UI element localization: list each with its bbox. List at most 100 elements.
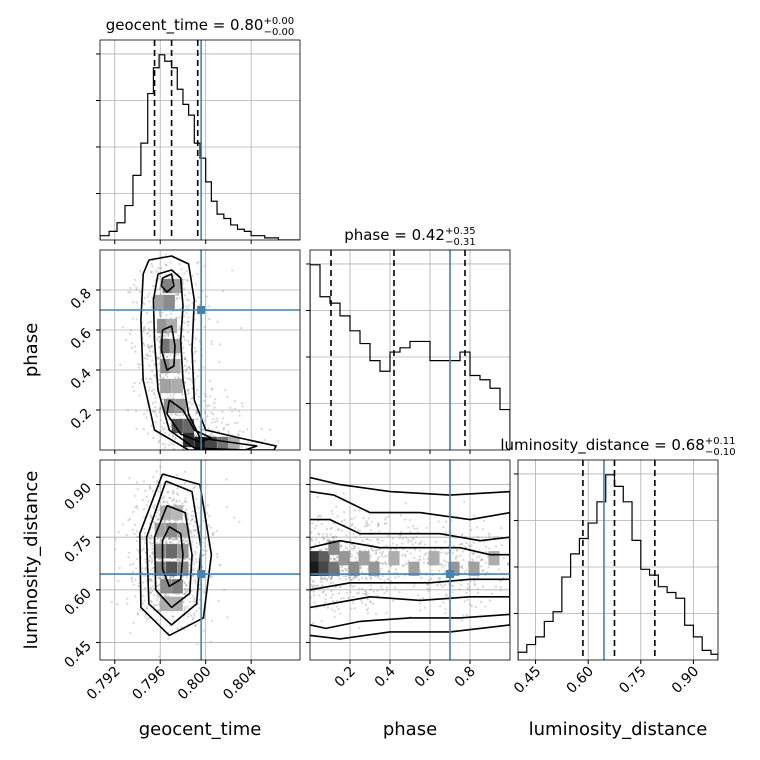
scatter-point bbox=[203, 419, 207, 422]
scatter-point bbox=[154, 521, 157, 524]
scatter-point bbox=[134, 278, 137, 282]
scatter-point bbox=[193, 454, 195, 456]
scatter-point bbox=[375, 549, 378, 552]
scatter-point bbox=[197, 466, 199, 468]
scatter-point bbox=[464, 568, 468, 572]
x-tick-label: 0.800 bbox=[175, 664, 215, 704]
scatter-point bbox=[209, 433, 212, 436]
scatter-point bbox=[184, 536, 187, 540]
x-tick-label: 0.45 bbox=[511, 664, 544, 697]
scatter-point bbox=[308, 519, 310, 521]
scatter-point bbox=[136, 504, 139, 508]
scatter-point bbox=[167, 333, 170, 336]
scatter-point bbox=[324, 593, 328, 596]
scatter-point bbox=[160, 454, 162, 456]
scatter-point bbox=[195, 409, 198, 413]
scatter-point bbox=[474, 605, 477, 609]
scatter-point bbox=[323, 576, 327, 579]
scatter-point bbox=[159, 373, 162, 376]
scatter-point bbox=[335, 600, 338, 603]
scatter-point bbox=[507, 563, 510, 566]
scatter-point bbox=[136, 363, 140, 366]
scatter-point bbox=[507, 562, 510, 565]
scatter-point bbox=[194, 552, 197, 555]
scatter-point bbox=[366, 598, 369, 601]
scatter-point bbox=[202, 428, 205, 431]
scatter-point bbox=[483, 519, 486, 523]
scatter-point bbox=[361, 601, 364, 604]
contour-line bbox=[161, 526, 184, 588]
scatter-point bbox=[146, 355, 149, 358]
scatter-point bbox=[215, 485, 217, 487]
scatter-point bbox=[471, 558, 474, 561]
scatter-point bbox=[476, 587, 480, 591]
scatter-point bbox=[155, 329, 158, 332]
density-cell bbox=[183, 418, 195, 434]
scatter-point bbox=[150, 262, 153, 266]
scatter-point bbox=[136, 507, 139, 510]
scatter-point bbox=[208, 305, 211, 308]
scatter-point bbox=[151, 526, 154, 529]
scatter-point bbox=[320, 578, 323, 581]
scatter-point bbox=[317, 549, 321, 552]
x-tick-label: 0.2 bbox=[332, 664, 359, 691]
scatter-point bbox=[155, 604, 158, 607]
density-cell bbox=[166, 544, 178, 559]
scatter-point bbox=[140, 535, 143, 538]
scatter-point bbox=[385, 554, 388, 558]
scatter-point bbox=[158, 313, 161, 316]
scatter-point bbox=[176, 558, 179, 562]
scatter-point bbox=[360, 576, 363, 580]
density-cell bbox=[177, 523, 189, 538]
scatter-point bbox=[212, 418, 215, 421]
scatter-point bbox=[198, 241, 200, 243]
y-tick-label: 0.75 bbox=[61, 533, 94, 566]
scatter-point bbox=[352, 533, 355, 536]
x-tick-label: 0.804 bbox=[220, 663, 260, 703]
scatter-point bbox=[289, 557, 291, 559]
scatter-point bbox=[332, 557, 335, 560]
scatter-point bbox=[332, 521, 335, 524]
scatter-point bbox=[445, 594, 448, 597]
scatter-point bbox=[227, 423, 230, 426]
scatter-point bbox=[145, 416, 148, 419]
scatter-point bbox=[473, 583, 477, 587]
scatter-point bbox=[353, 508, 356, 512]
scatter-point bbox=[136, 548, 139, 552]
scatter-point bbox=[365, 520, 368, 523]
scatter-point bbox=[340, 566, 343, 569]
scatter-point bbox=[141, 538, 144, 541]
scatter-point bbox=[139, 609, 142, 612]
scatter-point bbox=[151, 552, 154, 555]
scatter-point bbox=[152, 284, 155, 287]
scatter-point bbox=[157, 514, 161, 517]
scatter-point bbox=[148, 350, 152, 353]
scatter-point bbox=[401, 554, 404, 557]
scatter-point bbox=[437, 577, 440, 580]
scatter-point bbox=[185, 368, 188, 372]
scatter-point bbox=[389, 580, 393, 583]
density-cell bbox=[175, 398, 187, 414]
scatter-point bbox=[248, 450, 250, 452]
truth-marker bbox=[197, 570, 206, 579]
scatter-point bbox=[191, 396, 194, 399]
scatter-point bbox=[531, 550, 533, 552]
scatter-point bbox=[349, 553, 352, 556]
scatter-point bbox=[170, 413, 173, 416]
scatter-point bbox=[185, 298, 189, 301]
scatter-point bbox=[420, 540, 423, 543]
scatter-point bbox=[157, 655, 161, 658]
scatter-point bbox=[211, 455, 213, 457]
scatter-point bbox=[369, 588, 372, 591]
scatter-point bbox=[231, 269, 234, 272]
scatter-point bbox=[323, 601, 327, 604]
scatter-point bbox=[145, 607, 148, 610]
scatter-point bbox=[171, 499, 174, 503]
scatter-point bbox=[313, 601, 316, 604]
scatter-point bbox=[191, 567, 194, 570]
scatter-point bbox=[349, 576, 352, 579]
scatter-point bbox=[376, 538, 379, 542]
scatter-point bbox=[302, 535, 304, 537]
hist-panel-luminosity_distance: 0.45 0.60 0.75 0.90 bbox=[511, 459, 719, 697]
scatter-point bbox=[305, 555, 307, 557]
